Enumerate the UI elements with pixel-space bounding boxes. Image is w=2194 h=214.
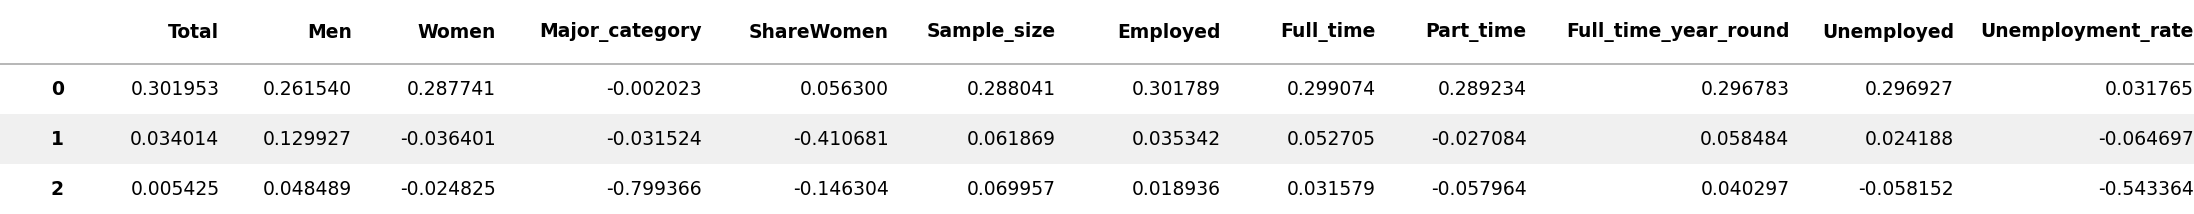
Text: -0.057964: -0.057964 <box>1430 180 1527 199</box>
Text: Employed: Employed <box>1117 23 1220 42</box>
Text: -0.031524: -0.031524 <box>606 130 702 149</box>
Text: -0.036401: -0.036401 <box>399 130 496 149</box>
Text: -0.799366: -0.799366 <box>606 180 702 199</box>
Text: 0.301953: 0.301953 <box>129 80 219 99</box>
Text: Part_time: Part_time <box>1426 22 1527 42</box>
Bar <box>0 164 2194 214</box>
Text: 0.031579: 0.031579 <box>1288 180 1376 199</box>
Text: -0.146304: -0.146304 <box>794 180 889 199</box>
Text: 0.061869: 0.061869 <box>968 130 1055 149</box>
Text: Sample_size: Sample_size <box>926 22 1055 42</box>
Text: 0.069957: 0.069957 <box>968 180 1055 199</box>
Text: 0.129927: 0.129927 <box>263 130 351 149</box>
Text: 0.299074: 0.299074 <box>1286 80 1376 99</box>
Text: 2: 2 <box>50 180 64 199</box>
Text: -0.027084: -0.027084 <box>1430 130 1527 149</box>
Text: 0.024188: 0.024188 <box>1865 130 1955 149</box>
Text: Major_category: Major_category <box>540 22 702 42</box>
Text: 0.018936: 0.018936 <box>1132 180 1220 199</box>
Bar <box>0 114 2194 164</box>
Text: Women: Women <box>417 23 496 42</box>
Text: Full_time_year_round: Full_time_year_round <box>1567 22 1790 42</box>
Text: 0.005425: 0.005425 <box>129 180 219 199</box>
Text: ShareWomen: ShareWomen <box>748 23 889 42</box>
Text: 0.040297: 0.040297 <box>1700 180 1790 199</box>
Text: 0.287741: 0.287741 <box>406 80 496 99</box>
Text: 0.296783: 0.296783 <box>1700 80 1790 99</box>
Text: Full_time: Full_time <box>1281 22 1376 42</box>
Text: 0.296927: 0.296927 <box>1865 80 1955 99</box>
Text: 0.058484: 0.058484 <box>1700 130 1790 149</box>
Text: 0.035342: 0.035342 <box>1132 130 1220 149</box>
Text: Total: Total <box>169 23 219 42</box>
Text: 0: 0 <box>50 80 64 99</box>
Text: Unemployment_rate: Unemployment_rate <box>1981 22 2194 42</box>
Text: 1: 1 <box>50 130 64 149</box>
Text: 0.031765: 0.031765 <box>2104 80 2194 99</box>
Text: 0.288041: 0.288041 <box>968 80 1055 99</box>
Text: -0.543364: -0.543364 <box>2097 180 2194 199</box>
Bar <box>0 64 2194 114</box>
Text: -0.024825: -0.024825 <box>399 180 496 199</box>
Text: 0.034014: 0.034014 <box>129 130 219 149</box>
Text: 0.289234: 0.289234 <box>1437 80 1527 99</box>
Text: 0.301789: 0.301789 <box>1132 80 1220 99</box>
Text: -0.002023: -0.002023 <box>606 80 702 99</box>
Text: 0.261540: 0.261540 <box>263 80 351 99</box>
Text: 0.056300: 0.056300 <box>801 80 889 99</box>
Text: Unemployed: Unemployed <box>1821 23 1955 42</box>
Text: Men: Men <box>307 23 351 42</box>
Bar <box>0 0 2194 64</box>
Text: 0.048489: 0.048489 <box>263 180 351 199</box>
Text: -0.058152: -0.058152 <box>1858 180 1955 199</box>
Text: -0.064697: -0.064697 <box>2097 130 2194 149</box>
Text: 0.052705: 0.052705 <box>1288 130 1376 149</box>
Text: -0.410681: -0.410681 <box>794 130 889 149</box>
